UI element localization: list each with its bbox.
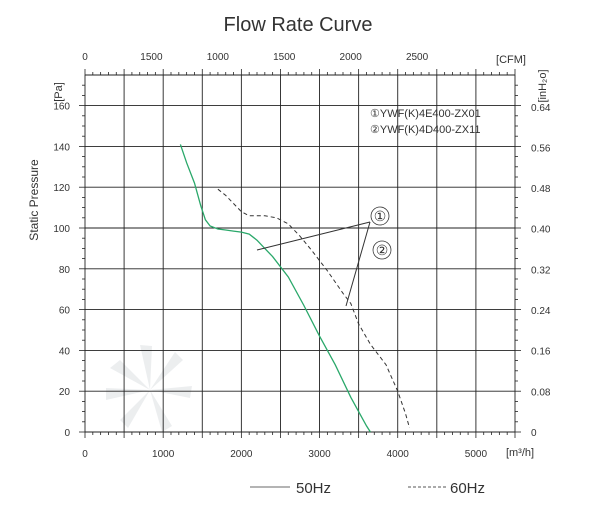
y-left-tick-label: 140: [53, 142, 70, 153]
series-line-50hz: [179, 144, 371, 433]
callout-1: ①: [370, 206, 390, 226]
legend: 50Hz 60Hz: [250, 480, 485, 497]
x-top-tick-label: 0: [82, 52, 88, 63]
y-right-tick-label: 0.56: [531, 143, 551, 154]
callout-2-label: ②: [376, 242, 389, 258]
legend-60hz-label: 60Hz: [450, 480, 485, 497]
x-top-tick-label: 2000: [340, 52, 363, 63]
model-label-1: ①YWF(K)4E400-ZX01: [370, 108, 481, 120]
x-top-tick-label: 1500: [273, 52, 296, 63]
y-left-tick-label: 120: [53, 183, 70, 194]
callout-line-a: [256, 221, 371, 251]
vent-logo-watermark: [106, 345, 192, 432]
y-right-tick-label: 0.64: [531, 103, 551, 114]
model-label-2: ②YWF(K)4D400-ZX11: [370, 124, 481, 136]
callout-1-label: ①: [374, 208, 387, 224]
y-left-tick-label: 40: [59, 346, 71, 357]
y-right-tick-label: 0.48: [531, 184, 551, 195]
x-top-tick-label: 2500: [406, 52, 429, 63]
legend-50hz-label: 50Hz: [296, 480, 331, 497]
x-top-unit-label: [CFM]: [496, 54, 526, 66]
x-bottom-tick-label: 3000: [308, 449, 331, 460]
y-left-tick-label: 0: [64, 428, 70, 439]
y-right-tick-label: 0.32: [531, 265, 551, 276]
y-right-tick-label: 0: [531, 428, 537, 439]
y-right-tick-label: 0.40: [531, 225, 551, 236]
grid: [84, 75, 516, 433]
x-top-tick-label: 1000: [207, 52, 230, 63]
series-layer: [179, 144, 410, 433]
y-left-unit-label: [Pa]: [53, 82, 65, 102]
x-top-tick-label: 1500: [140, 52, 163, 63]
y-right-tick-label: 0.16: [531, 347, 551, 358]
x-bottom-tick-label: 1000: [152, 449, 175, 460]
y-left-tick-label: 60: [59, 306, 71, 317]
series-line-60hz: [217, 188, 410, 429]
y-left-tick-label: 160: [53, 102, 70, 113]
callout-2: ②: [372, 240, 392, 260]
y-axis-title: Static Pressure: [27, 159, 41, 241]
chart-title: Flow Rate Curve: [224, 14, 373, 36]
x-bottom-unit-label: [m³/h]: [506, 447, 534, 459]
x-bottom-tick-label: 4000: [387, 449, 410, 460]
y-right-tick-label: 0.08: [531, 387, 551, 398]
callout-line-b: [345, 221, 371, 307]
y-left-tick-label: 20: [59, 387, 71, 398]
y-right-unit-label: [inH₂o]: [537, 69, 549, 102]
y-left-tick-label: 100: [53, 224, 70, 235]
x-bottom-tick-label: 5000: [465, 449, 488, 460]
x-bottom-tick-label: 0: [82, 449, 88, 460]
x-bottom-tick-label: 2000: [230, 449, 253, 460]
y-right-tick-label: 0.24: [531, 306, 551, 317]
y-left-tick-label: 80: [59, 265, 71, 276]
